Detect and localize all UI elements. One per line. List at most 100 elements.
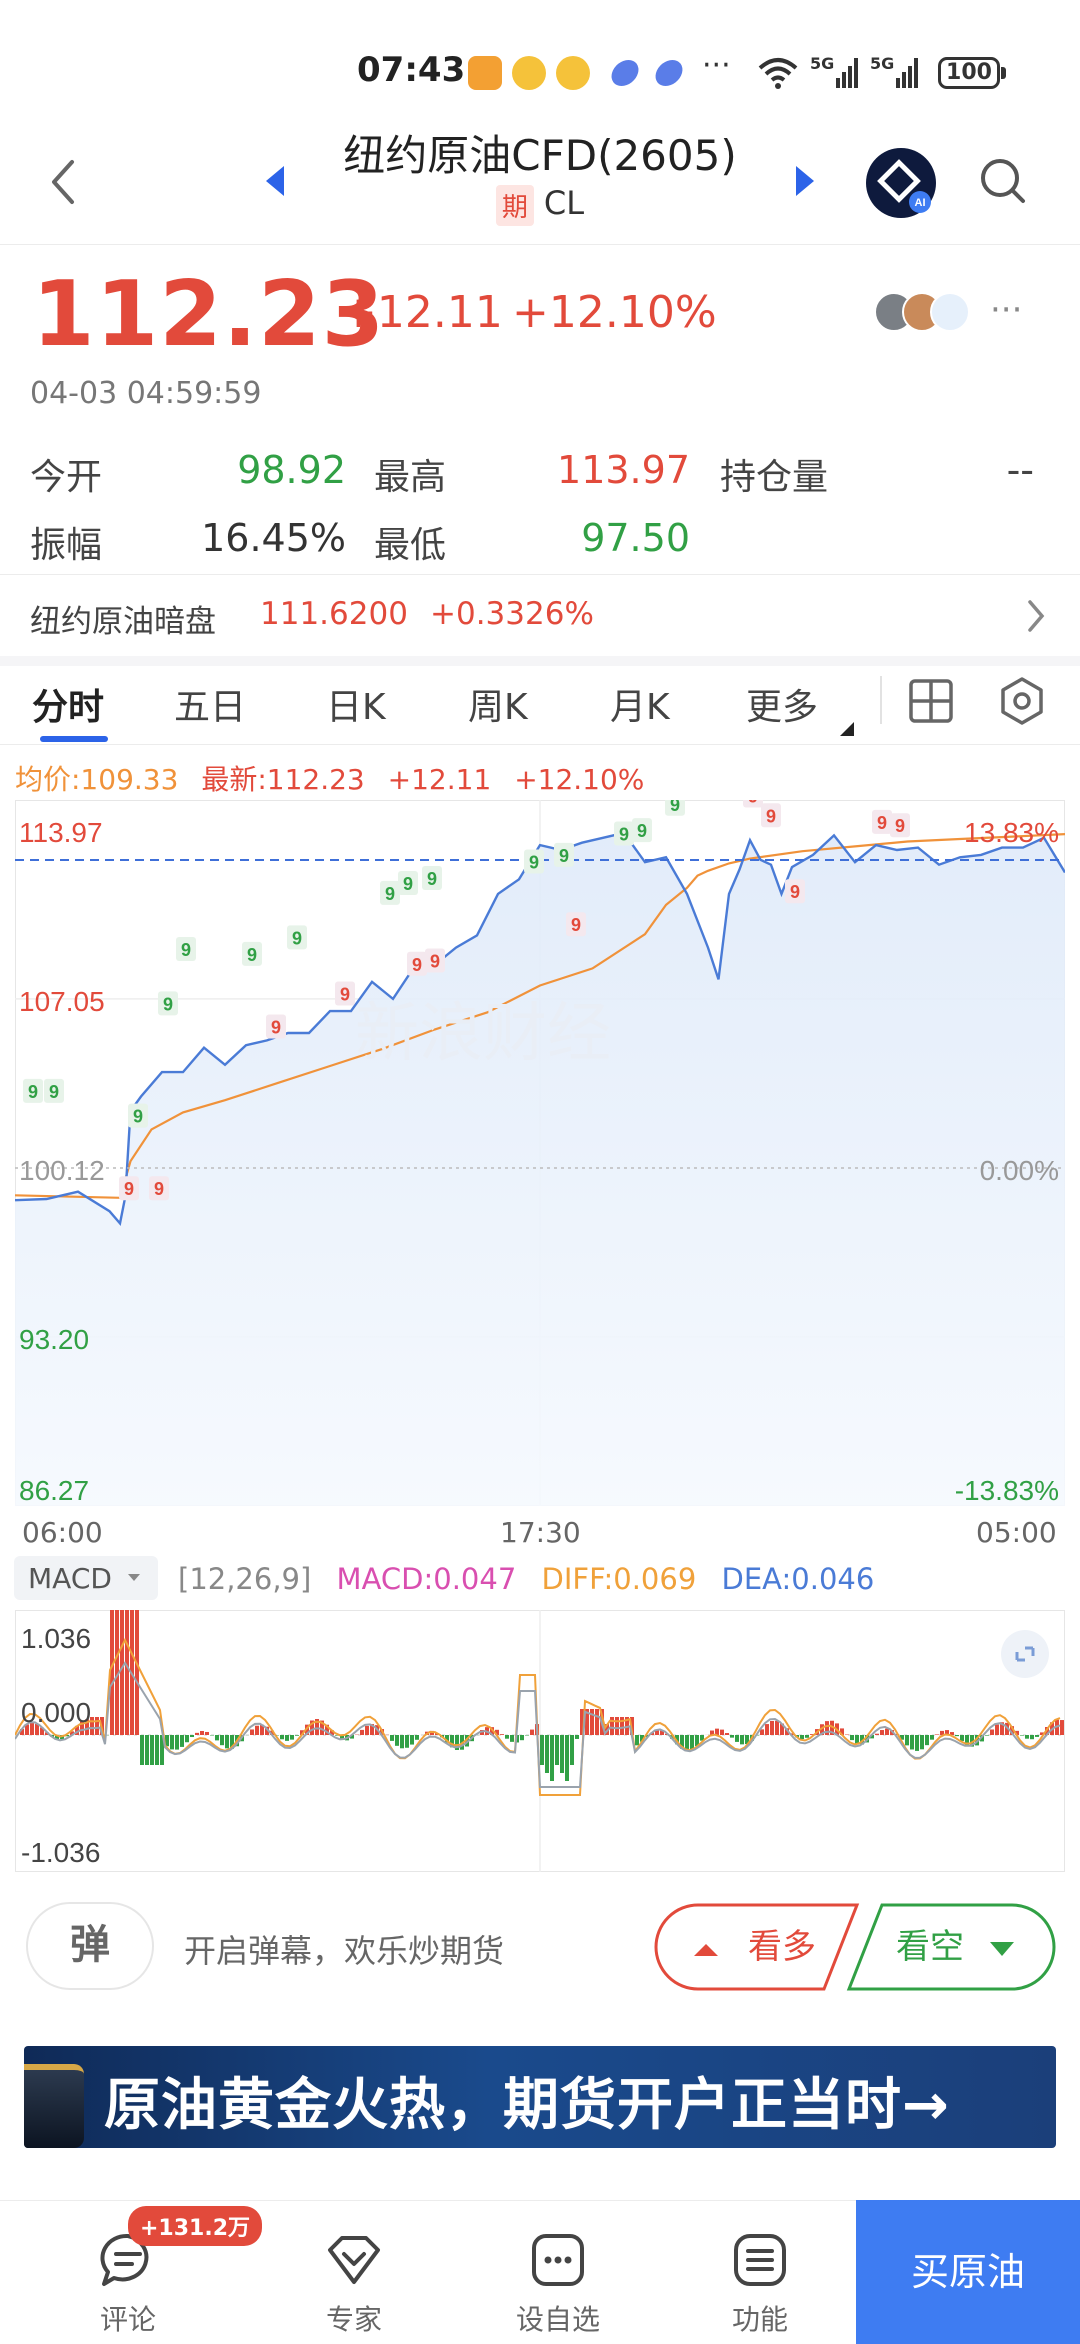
bullish-button[interactable]: 看多 xyxy=(654,1902,860,1992)
macd-ytick-top: 1.036 xyxy=(21,1623,91,1654)
signal-marker: 9 xyxy=(748,800,758,807)
signal-icon xyxy=(836,58,860,88)
signal-marker: 9 xyxy=(430,952,440,972)
nav-experts[interactable]: 专家 xyxy=(284,2230,424,2338)
layout-grid-icon[interactable] xyxy=(908,678,954,724)
viewer-avatars[interactable] xyxy=(874,292,984,332)
search-icon[interactable] xyxy=(978,156,1028,206)
macd-bar xyxy=(370,1724,374,1735)
macd-bar xyxy=(305,1724,309,1735)
y-tick-left: 113.97 xyxy=(19,817,103,848)
signal-marker-bg xyxy=(44,1078,64,1103)
macd-bar xyxy=(510,1735,514,1742)
macd-bar xyxy=(115,1610,119,1735)
macd-bar xyxy=(220,1735,224,1746)
amplitude-label: 振幅 xyxy=(30,525,103,566)
weibo-avatar-icon xyxy=(930,292,970,332)
macd-chart[interactable]: 1.036 0.000 -1.036 xyxy=(15,1610,1065,1872)
macd-bar xyxy=(910,1735,914,1750)
macd-bar xyxy=(930,1735,934,1740)
macd-bar xyxy=(310,1720,314,1735)
macd-bar xyxy=(70,1731,74,1735)
signal-marker: 9 xyxy=(670,800,680,815)
macd-bar xyxy=(170,1735,174,1750)
danmu-toggle-button[interactable]: 弹 xyxy=(26,1902,154,1990)
signal-marker: 9 xyxy=(124,1179,134,1199)
buy-crude-button[interactable]: 买原油 xyxy=(856,2200,1080,2344)
promo-banner[interactable]: 原油黄金火热，期货开户正当时→ xyxy=(24,2046,1056,2148)
macd-bar xyxy=(980,1735,984,1742)
contract-subtitle: 期 CL xyxy=(0,184,1080,226)
prev-contract-icon[interactable] xyxy=(262,164,288,198)
tab-more[interactable]: 更多 xyxy=(746,687,819,728)
price-change: +12.11 xyxy=(340,287,503,338)
macd-bar xyxy=(1030,1735,1034,1740)
danmu-prompt[interactable]: 开启弹幕，欢乐炒期货 xyxy=(184,1932,505,1970)
status-bar: 07:43 ··· 5G 5G 100 xyxy=(0,0,1080,110)
time-axis-mid: 17:30 xyxy=(500,1516,581,1549)
macd-bar xyxy=(545,1735,549,1773)
macd-bar xyxy=(875,1733,879,1735)
macd-bar xyxy=(820,1724,824,1735)
macd-bar xyxy=(925,1735,929,1746)
back-icon[interactable] xyxy=(48,158,78,206)
current-price: 112.23 xyxy=(32,262,386,367)
app-icon xyxy=(608,60,642,86)
signal-marker-bg xyxy=(890,813,910,838)
signal-marker: 9 xyxy=(28,1082,38,1102)
network-type: 5G xyxy=(810,54,835,73)
signal-marker-bg xyxy=(743,800,763,808)
tab-five-day[interactable]: 五日 xyxy=(174,687,247,728)
macd-bar xyxy=(200,1730,204,1735)
signal-marker-bg xyxy=(665,800,685,816)
tab-daily-k[interactable]: 日K xyxy=(326,687,386,728)
nav-comments-label: 评论 xyxy=(99,2303,156,2336)
macd-bar xyxy=(640,1735,644,1742)
app-icon xyxy=(652,60,686,86)
macd-bar xyxy=(20,1728,24,1735)
macd-bar xyxy=(570,1735,574,1765)
latest-price-label: 最新:112.23 xyxy=(201,763,365,796)
macd-bar xyxy=(405,1735,409,1748)
macd-bar xyxy=(140,1735,144,1765)
chevron-right-icon xyxy=(1028,600,1045,632)
signal-marker: 9 xyxy=(154,1179,164,1199)
page-title: 纽约原油CFD(2605) xyxy=(343,131,737,180)
nav-add-watchlist[interactable]: 设自选 xyxy=(488,2230,628,2338)
macd-bar xyxy=(620,1717,624,1735)
bearish-label: 看空 xyxy=(896,1927,964,1967)
battery-tip xyxy=(1001,67,1006,79)
macd-bar xyxy=(655,1730,659,1735)
macd-bar xyxy=(660,1730,664,1735)
tab-intraday[interactable]: 分时 xyxy=(32,687,105,728)
settings-icon[interactable] xyxy=(998,676,1046,726)
macd-bar xyxy=(885,1728,889,1735)
macd-bar xyxy=(160,1735,164,1765)
macd-bar xyxy=(635,1735,639,1746)
intraday-chart[interactable]: 新浪财经 113.97 107.05 100.12 93.20 86.27 13.83%… xyxy=(15,800,1065,1506)
dark-pool-row[interactable]: 纽约原油暗盘 111.6200 +0.3326% xyxy=(0,576,1080,656)
tab-monthly-k[interactable]: 月K xyxy=(610,687,670,728)
expand-icon[interactable] xyxy=(1001,1630,1049,1678)
signal-marker-bg xyxy=(554,842,574,867)
macd-bar xyxy=(465,1735,469,1747)
macd-indicator-select[interactable]: MACD xyxy=(14,1556,158,1600)
macd-bar xyxy=(520,1735,524,1741)
y-tick-left: 100.12 xyxy=(19,1155,105,1186)
ai-assistant-icon[interactable]: AI xyxy=(866,148,936,218)
next-contract-icon[interactable] xyxy=(792,164,818,198)
expert-icon xyxy=(328,2236,380,2284)
macd-bar xyxy=(690,1735,694,1750)
macd-bar xyxy=(75,1725,79,1735)
signal-marker: 9 xyxy=(340,985,350,1005)
macd-bar xyxy=(725,1733,729,1735)
comment-icon xyxy=(100,2233,149,2286)
more-icon[interactable]: ··· xyxy=(990,290,1023,330)
nav-functions[interactable]: 功能 xyxy=(690,2230,830,2338)
y-tick-left: 107.05 xyxy=(19,986,105,1017)
nav-comments[interactable]: 评论 xyxy=(58,2230,198,2338)
macd-bar xyxy=(970,1735,974,1747)
tab-weekly-k[interactable]: 周K xyxy=(468,687,528,728)
bearish-button[interactable]: 看空 xyxy=(846,1902,1056,1992)
macd-bar xyxy=(590,1709,594,1735)
